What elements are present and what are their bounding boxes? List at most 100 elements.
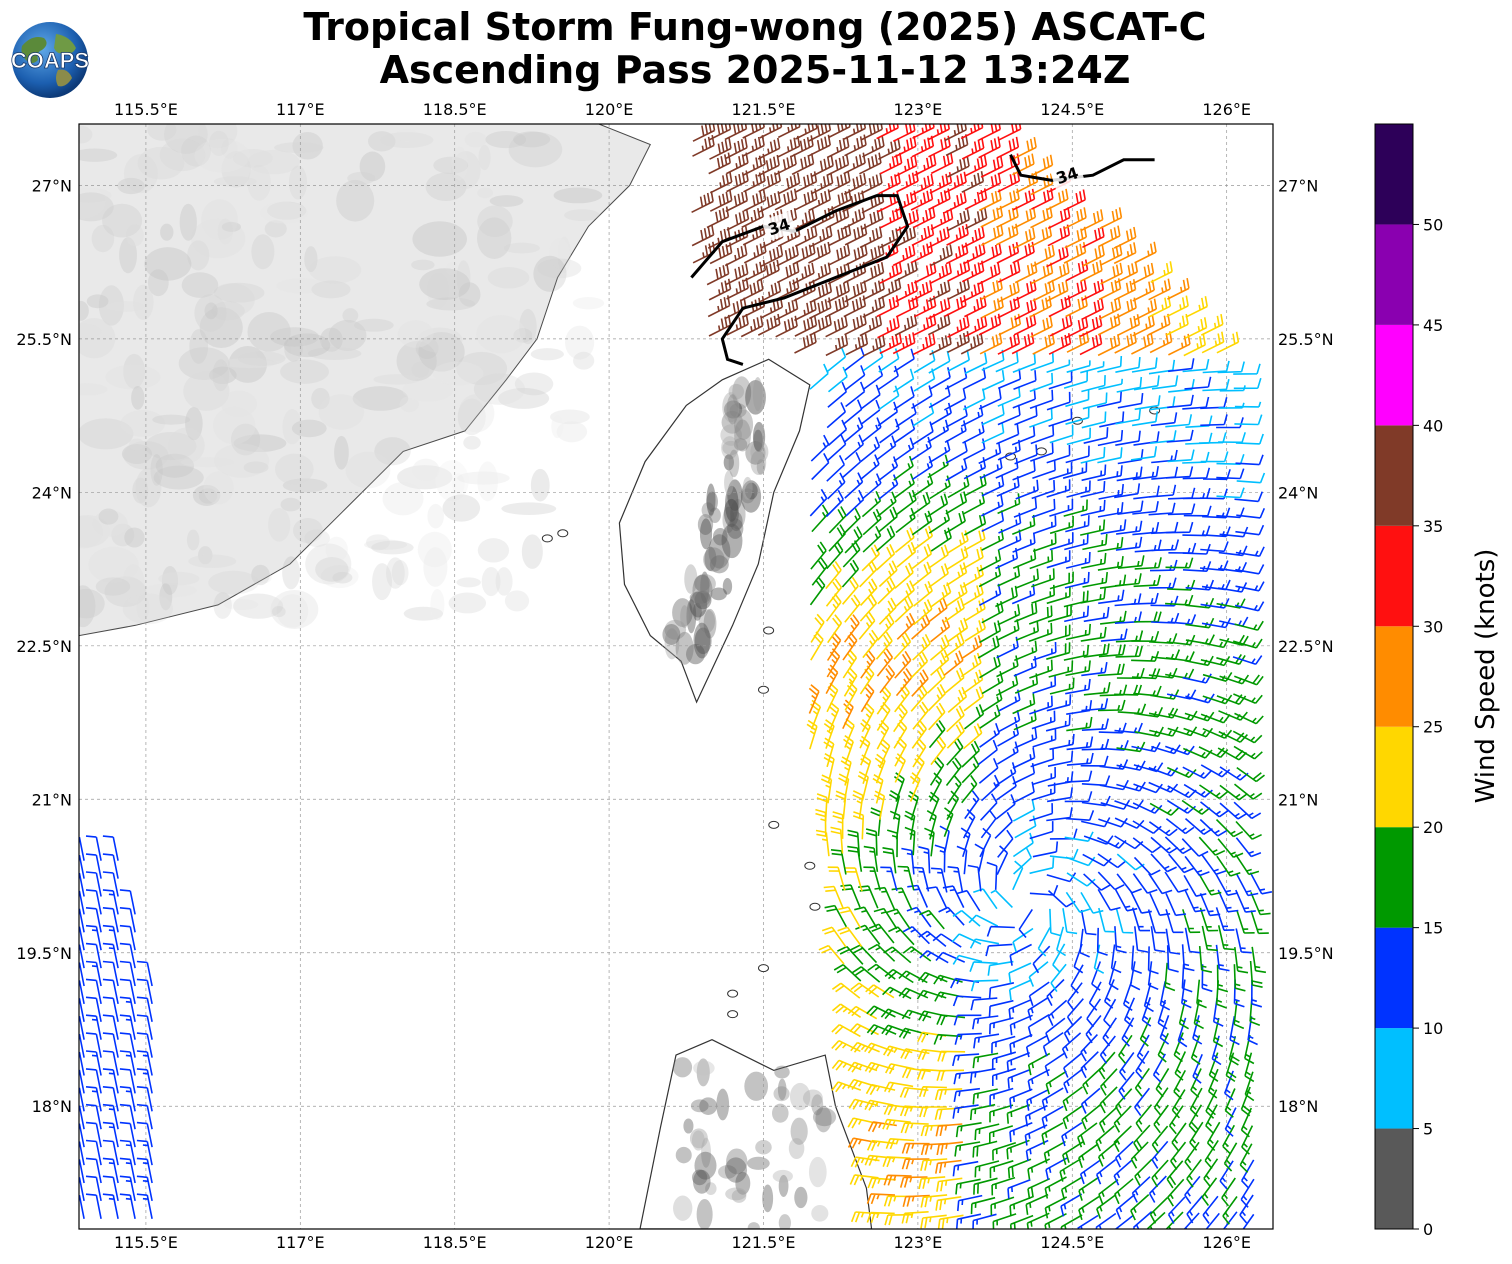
wind-barb: [1134, 1087, 1151, 1117]
colorbar-tick-label: 10: [1423, 1019, 1443, 1038]
wind-barb: [1095, 1125, 1115, 1152]
wind-barb: [1045, 714, 1071, 732]
wind-barb: [992, 1142, 1017, 1161]
wind-barb: [862, 135, 885, 158]
wind-barb: [898, 1027, 929, 1039]
wind-barb: [1121, 1017, 1135, 1047]
wind-barb: [912, 738, 927, 768]
wind-barb: [1233, 801, 1262, 820]
wind-barb: [1216, 487, 1245, 499]
wind-barb: [1117, 393, 1144, 409]
wind-barb: [1181, 944, 1195, 972]
wind-barb: [913, 261, 937, 284]
wind-barb: [1235, 837, 1262, 858]
wind-barb: [1078, 1195, 1100, 1221]
wind-barb: [1165, 414, 1193, 428]
small-island: [1035, 447, 1047, 456]
wind-barb: [947, 349, 970, 372]
wind-barb: [1063, 1068, 1084, 1094]
wind-barb: [978, 442, 1002, 465]
wind-barb: [831, 1059, 862, 1071]
wind-barb: [1173, 1032, 1184, 1063]
wind-barb: [1235, 433, 1264, 445]
wind-barb: [1065, 856, 1096, 867]
wind-barb: [1029, 659, 1053, 679]
wind-barb: [85, 1032, 102, 1058]
wind-barb: [961, 775, 978, 804]
wind-barb: [1007, 1158, 1032, 1179]
wind-barb: [1133, 783, 1163, 794]
wind-barb: [1131, 668, 1161, 680]
small-island: [757, 964, 769, 973]
wind-barb: [981, 671, 1004, 695]
wind-barb: [1026, 1088, 1049, 1111]
wind-barb: [1116, 376, 1143, 393]
wind-barb: [1048, 371, 1073, 390]
wind-barb: [883, 946, 912, 964]
wind-barb: [980, 205, 1004, 228]
wind-barb: [865, 828, 878, 856]
wind-barb: [867, 1121, 897, 1133]
wind-barb: [1095, 1212, 1117, 1229]
wind-barb: [878, 560, 898, 588]
wind-barb: [997, 261, 1021, 283]
wind-barb: [810, 699, 822, 730]
wind-barb: [725, 190, 748, 213]
wind-barb: [930, 527, 952, 552]
wind-barb: [136, 1121, 153, 1148]
wind-barb: [918, 1176, 946, 1190]
wind-barb: [996, 655, 1019, 678]
wind-barb: [1049, 848, 1079, 860]
lat-tick-label-right: 22.5°N: [1278, 637, 1334, 656]
wind-barb: [1029, 295, 1052, 318]
wind-barb: [1117, 314, 1141, 336]
wind-barb: [945, 757, 962, 786]
wind-barb: [1011, 425, 1036, 446]
wind-barb: [977, 635, 1000, 659]
wind-barb: [85, 1193, 102, 1219]
wind-barb: [1110, 944, 1122, 974]
wind-barb: [1096, 927, 1108, 956]
wind-barb: [1049, 424, 1074, 444]
wind-barb: [1216, 855, 1241, 877]
wind-barb: [1240, 1178, 1255, 1208]
wind-barb: [809, 225, 833, 248]
wind-barb: [928, 135, 951, 158]
wind-barb: [1167, 277, 1190, 300]
wind-barb: [119, 907, 136, 933]
wind-barb: [1132, 501, 1159, 515]
wind-barb: [1030, 425, 1055, 445]
wind-barb: [963, 438, 986, 461]
wind-barb: [809, 281, 833, 304]
wind-barb: [1037, 927, 1051, 957]
wind-barb: [988, 999, 1014, 1017]
wind-barb: [1049, 677, 1075, 695]
wind-barb: [1199, 818, 1228, 837]
wind-barb: [136, 1193, 153, 1219]
wind-barb: [1007, 1068, 1031, 1089]
wind-barb: [1183, 727, 1214, 738]
wind-barb: [758, 170, 781, 193]
wind-barb: [760, 245, 784, 268]
colorbar-tick-label: 5: [1423, 1120, 1433, 1139]
wind-barb: [867, 963, 896, 980]
wind-barb: [79, 1158, 85, 1184]
wind-barb: [1059, 1158, 1082, 1182]
wind-barb: [1131, 945, 1142, 974]
wind-barb: [119, 1068, 136, 1094]
wind-barb: [1200, 541, 1229, 553]
wind-barb: [981, 296, 1004, 319]
wind-barb: [1199, 784, 1229, 800]
wind-barb: [1151, 521, 1179, 535]
wind-barb: [930, 152, 954, 175]
wind-barb: [1205, 1104, 1218, 1134]
wind-barb: [894, 527, 915, 554]
wind-barb: [791, 153, 815, 176]
wind-barb: [837, 926, 863, 947]
wind-barb: [1182, 747, 1213, 759]
wind-barb: [1064, 226, 1088, 249]
wind-barb: [1098, 1051, 1116, 1080]
wind-barb: [808, 189, 831, 212]
wind-barb: [945, 134, 969, 157]
wind-barb: [862, 473, 882, 500]
